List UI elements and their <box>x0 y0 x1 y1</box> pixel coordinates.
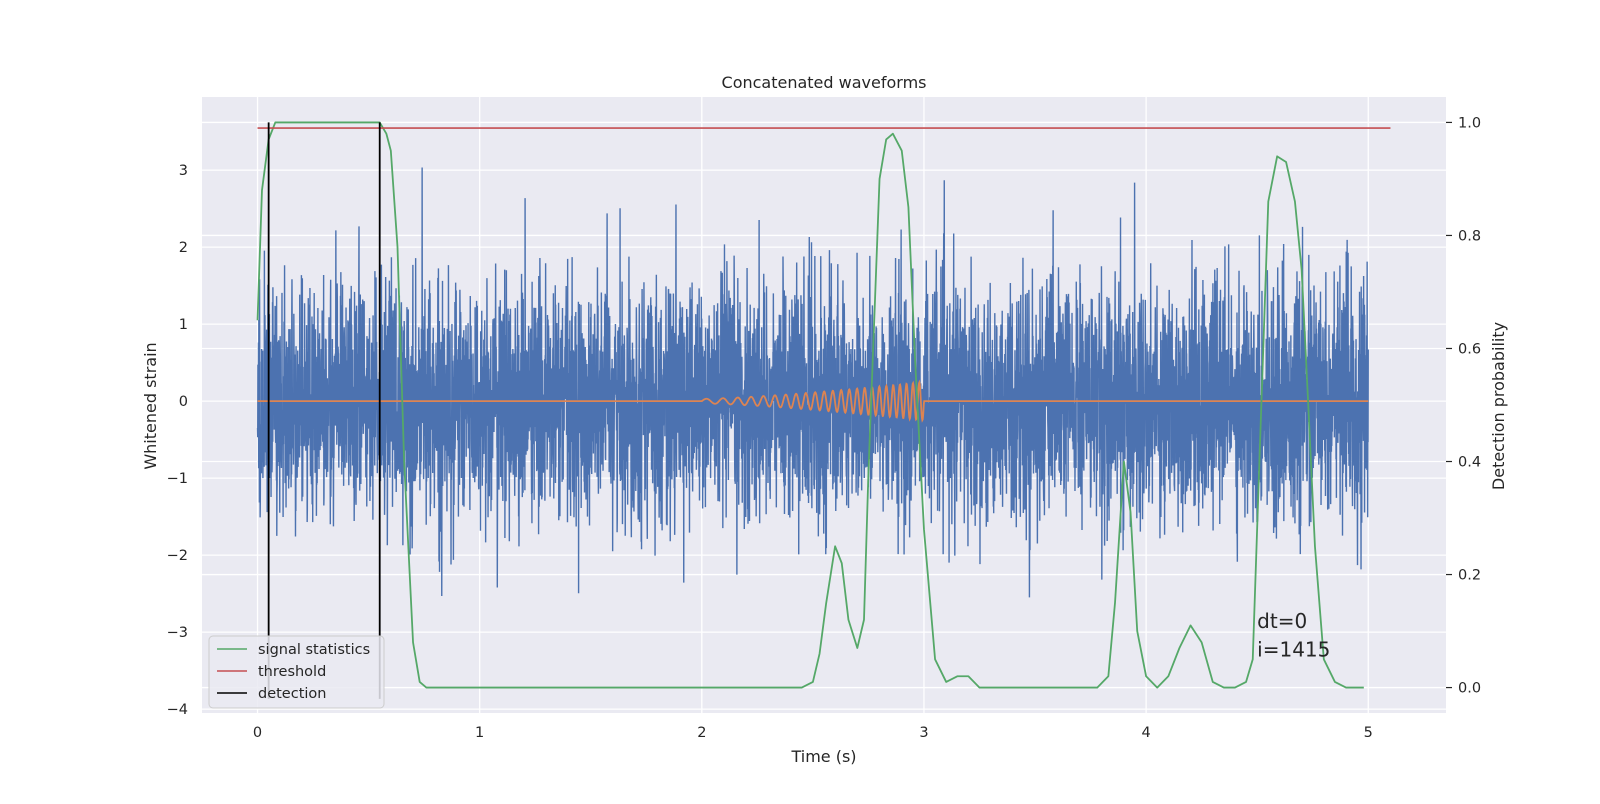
legend: signal statistics threshold detection <box>208 635 385 709</box>
y2-tick-label: 1.0 <box>1458 115 1481 131</box>
strain-line <box>256 167 1369 598</box>
x-tick-label: 1 <box>475 725 484 741</box>
detection-series <box>267 122 381 699</box>
chirp-series <box>257 379 1369 423</box>
x-tick-label: 5 <box>1364 725 1373 741</box>
y2-tick-label: 0.2 <box>1458 568 1481 584</box>
y2-tick-label: 0.4 <box>1458 455 1481 471</box>
y2-axis-label: Detection probability <box>1489 322 1508 490</box>
signal-statistics-line <box>256 121 1364 689</box>
chirp-line <box>257 379 1369 423</box>
y-axis-label: Whitened strain <box>141 342 160 469</box>
x-axis-label: Time (s) <box>790 747 856 766</box>
legend-label-threshold: threshold <box>258 664 326 680</box>
y-tick-label: 2 <box>179 240 188 256</box>
y2-axis-ticks: 0.0 0.2 0.4 0.6 0.8 1.0 <box>1446 115 1481 697</box>
strain-series <box>256 167 1369 598</box>
y2-tick-label: 0.6 <box>1458 341 1481 357</box>
signal-statistics-series <box>256 121 1364 689</box>
y2-tick-label: 0.0 <box>1458 681 1481 697</box>
x-tick-label: 3 <box>919 725 928 741</box>
x-tick-label: 0 <box>253 725 262 741</box>
y2-tick-label: 0.8 <box>1458 228 1481 244</box>
legend-label-signal-statistics: signal statistics <box>258 642 370 658</box>
y-tick-label: 1 <box>179 317 188 333</box>
annotations: dt=0 i=1415 <box>1257 609 1330 661</box>
chart-title: Concatenated waveforms <box>722 73 927 92</box>
legend-label-detection: detection <box>258 686 326 702</box>
annotation-dt: dt=0 <box>1257 609 1307 633</box>
x-tick-label: 2 <box>697 725 706 741</box>
y-tick-label: 3 <box>179 163 188 179</box>
x-tick-label: 4 <box>1141 725 1150 741</box>
x-axis-ticks: 0 1 2 3 4 5 <box>253 725 1373 741</box>
y-tick-label: −2 <box>167 548 188 564</box>
annotation-index: i=1415 <box>1257 637 1330 661</box>
y-axis-ticks: −4 −3 −2 −1 0 1 2 3 <box>167 163 188 718</box>
y-tick-label: −4 <box>167 702 188 718</box>
y-tick-label: 0 <box>179 394 188 410</box>
y-tick-label: −3 <box>167 625 188 641</box>
y-tick-label: −1 <box>167 471 188 487</box>
legend-frame <box>208 635 385 709</box>
